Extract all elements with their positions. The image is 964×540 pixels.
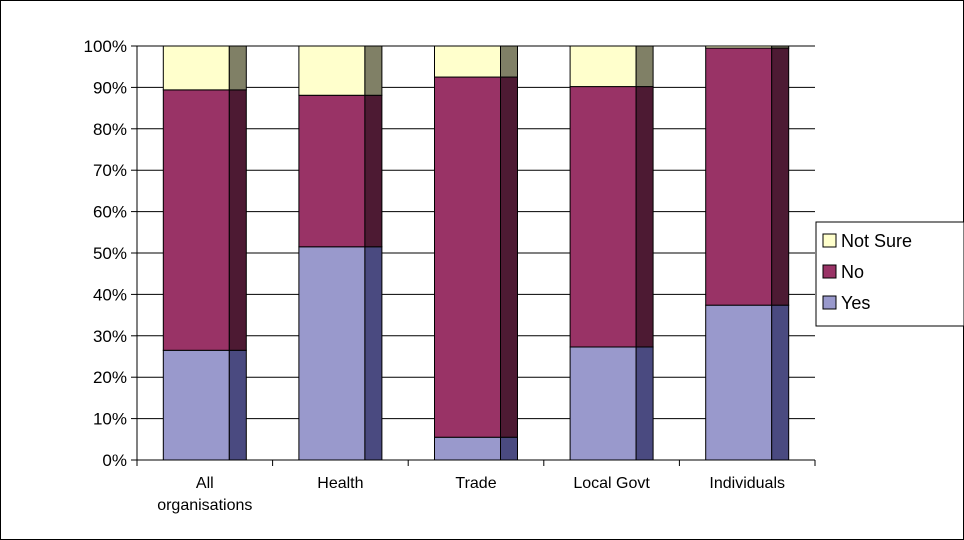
- bar-segment-not-sure: [298, 45, 366, 96]
- bar-segment-not-sure: [705, 45, 773, 49]
- bar-side-no: [228, 89, 247, 351]
- x-category-label: All organisations: [157, 475, 252, 514]
- bar-segment-no: [569, 86, 637, 348]
- bar-side-not-sure: [635, 45, 654, 88]
- bar-segment-not-sure: [434, 45, 501, 78]
- bar-side-not-sure: [500, 45, 518, 78]
- x-category-label: Trade: [455, 475, 496, 492]
- y-tick-label: 50%: [93, 244, 127, 263]
- bar-segment-not-sure: [162, 45, 230, 91]
- bar-side-not-sure: [771, 45, 790, 49]
- bar-segment-yes: [705, 304, 773, 461]
- bar-side-no: [364, 94, 383, 248]
- bar-side-not-sure: [364, 45, 383, 96]
- y-tick-label: 0%: [102, 451, 127, 470]
- bar-side-yes: [771, 304, 790, 461]
- bar-side-not-sure: [228, 45, 247, 91]
- bar-side-yes: [364, 246, 383, 461]
- bar-segment-yes: [434, 436, 501, 461]
- x-category-label: Health: [317, 475, 363, 492]
- bars-layer: [162, 45, 790, 461]
- y-tick-label: 70%: [93, 161, 127, 180]
- y-tick-label: 60%: [93, 203, 127, 222]
- bar-side-no: [635, 86, 654, 348]
- legend-label-yes: Yes: [841, 293, 870, 313]
- bar-segment-no: [434, 76, 501, 438]
- bar-side-yes: [635, 346, 654, 461]
- bar-segment-no: [705, 47, 773, 306]
- legend-swatch-yes: [822, 295, 837, 310]
- axis-layer: 0% 10% 20% 30% 40% 50% 60% 70% 80% 90% 100%: [84, 37, 816, 470]
- legend-swatch-no: [822, 264, 837, 279]
- legend: Not Sure No Yes: [815, 221, 964, 327]
- bar-segment-yes: [569, 346, 637, 461]
- y-tick-label: 80%: [93, 120, 127, 139]
- bar-side-no: [771, 47, 790, 306]
- legend-swatch-not-sure: [822, 233, 837, 248]
- bar-side-no: [500, 76, 518, 438]
- bar-segment-yes: [298, 246, 366, 461]
- y-tick-label: 20%: [93, 368, 127, 387]
- bar-side-yes: [228, 349, 247, 461]
- bar-segment-no: [162, 89, 230, 351]
- y-tick-label: 100%: [84, 37, 127, 56]
- bar-segment-not-sure: [569, 45, 637, 88]
- category-labels: All organisations Health Trade Local Govt Ind…: [157, 475, 785, 514]
- legend-label-no: No: [841, 262, 864, 282]
- y-tick-label: 10%: [93, 410, 127, 429]
- x-category-label: Local Govt: [573, 475, 650, 492]
- y-tick-label: 40%: [93, 285, 127, 304]
- bar-segment-yes: [162, 349, 230, 461]
- legend-box: [815, 221, 964, 327]
- y-tick-label: 30%: [93, 327, 127, 346]
- legend-label-not-sure: Not Sure: [841, 231, 912, 251]
- x-category-label: Individuals: [709, 475, 785, 492]
- bar-segment-no: [298, 94, 366, 248]
- bar-side-yes: [500, 436, 518, 461]
- y-tick-label: 90%: [93, 78, 127, 97]
